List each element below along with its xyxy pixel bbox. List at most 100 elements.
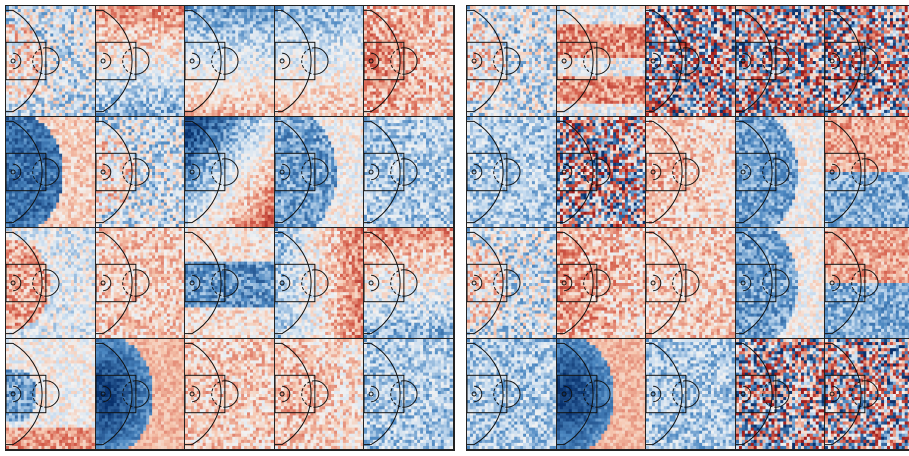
heatmap-cell (95, 6, 186, 117)
court-lines (556, 342, 611, 446)
heatmap-cell (825, 117, 909, 228)
hoop (650, 169, 656, 175)
heatmap-cell (646, 6, 736, 117)
heatmap-pixels (185, 117, 274, 227)
restricted-area-arc (653, 163, 662, 181)
paint-lane (95, 263, 136, 303)
hoop (561, 391, 567, 397)
heatmap-canvas (364, 6, 453, 116)
free-throw-arc (686, 269, 700, 297)
three-point-line (185, 342, 222, 446)
paint-lane (467, 152, 508, 192)
heatmap-cell (825, 228, 909, 339)
three-point-line (825, 120, 862, 224)
three-point-line (274, 342, 312, 446)
three-point-line (364, 231, 401, 335)
heatmap-canvas (556, 228, 646, 338)
free-throw-arc (314, 269, 329, 297)
heatmap-canvas (364, 228, 453, 338)
heatmap-pixels (185, 6, 274, 116)
court-lines (825, 120, 879, 224)
heatmap-pixels (185, 228, 274, 338)
restricted-area-arc (102, 274, 111, 292)
hoop (830, 280, 835, 286)
heatmap-cell (364, 117, 454, 228)
heatmap-cell (364, 6, 454, 117)
restricted-area-arc (563, 52, 572, 70)
court-lines (467, 231, 521, 335)
three-point-line (556, 120, 594, 224)
paint-lane (556, 374, 597, 414)
paint-lane (735, 41, 777, 81)
restricted-area-arc (742, 163, 751, 181)
restricted-area-arc (192, 274, 201, 292)
free-throw-arc (225, 47, 239, 75)
heatmap-pixels (735, 228, 825, 338)
paint-lane (364, 263, 405, 303)
hoop (369, 169, 374, 175)
restricted-area-arc (832, 385, 841, 403)
court-lines (556, 9, 611, 113)
restricted-area-arc (192, 52, 201, 70)
court-lines (364, 342, 418, 446)
heatmap-cell (735, 117, 826, 228)
restricted-area-arc (13, 385, 22, 403)
heatmap-canvas (735, 117, 825, 227)
restricted-area-arc (474, 52, 483, 70)
paint-lane (6, 263, 47, 303)
three-point-line (6, 120, 43, 224)
hoop (279, 58, 285, 64)
three-point-line (825, 9, 862, 113)
court-lines (646, 231, 700, 335)
court-lines (364, 120, 418, 224)
heatmap-cell (825, 6, 909, 117)
hoop (100, 280, 106, 286)
heatmap-cell (556, 117, 647, 228)
restricted-area-arc (563, 163, 572, 181)
heatmap-pixels (556, 339, 646, 449)
hoop (189, 280, 195, 286)
three-point-line (364, 9, 401, 113)
free-throw-arc (45, 158, 60, 186)
hoop (561, 58, 567, 64)
court-lines (185, 342, 239, 446)
three-point-line (467, 342, 504, 446)
heatmap-pixels (6, 6, 95, 116)
free-throw-arc (686, 380, 700, 408)
court-lines (6, 120, 60, 224)
heatmap-cell (185, 339, 275, 450)
free-throw-arc (775, 380, 790, 408)
heatmap-cell (95, 117, 186, 228)
heatmap-cell (185, 228, 275, 339)
heatmap-canvas (467, 6, 556, 116)
heatmap-canvas (646, 117, 735, 227)
heatmap-cell (467, 6, 557, 117)
court-lines (825, 342, 879, 446)
court-lines (646, 120, 700, 224)
restricted-area-arc (474, 385, 483, 403)
paint-lane (467, 374, 508, 414)
free-throw-arc (314, 158, 329, 186)
hoop (369, 280, 374, 286)
three-point-line (735, 342, 773, 446)
court-lines (735, 120, 790, 224)
three-point-line (825, 231, 862, 335)
heatmap-pixels (467, 228, 556, 338)
heatmap-pixels (646, 228, 735, 338)
court-lines (274, 9, 329, 113)
paint-lane (646, 263, 687, 303)
paint-lane (825, 41, 866, 81)
court-lines (646, 9, 700, 113)
heatmap-cell (467, 117, 557, 228)
heatmap-canvas (646, 6, 735, 116)
free-throw-arc (686, 47, 700, 75)
three-point-line (735, 9, 773, 113)
paint-lane (274, 41, 316, 81)
paint-lane (185, 263, 226, 303)
restricted-area-arc (102, 52, 111, 70)
heatmap-pixels (825, 339, 909, 449)
hoop (471, 391, 477, 397)
hoop (279, 391, 285, 397)
heatmap-cell (95, 339, 186, 450)
paint-lane (185, 152, 226, 192)
